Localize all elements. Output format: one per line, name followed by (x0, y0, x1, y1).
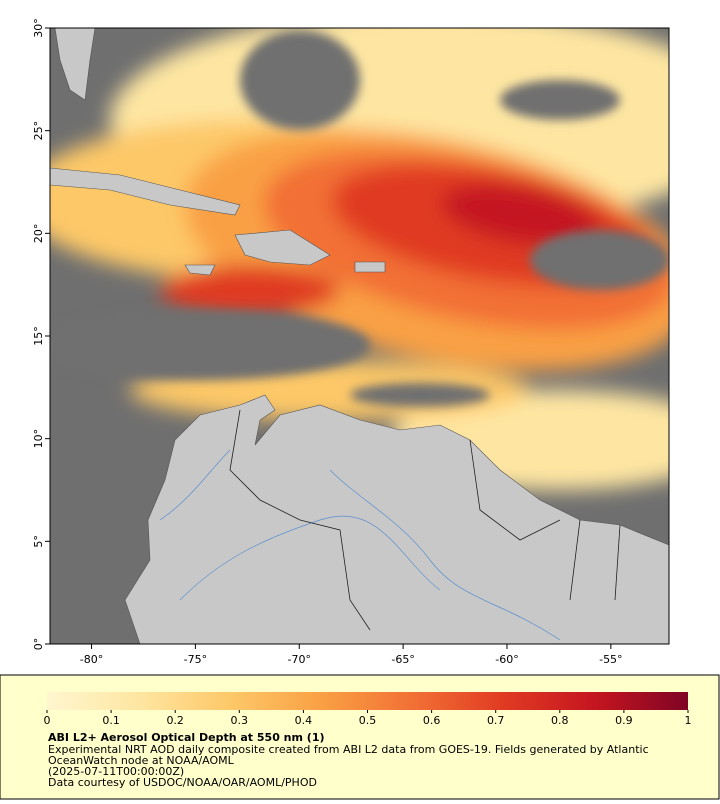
colorbar-tick-label: 0.8 (551, 714, 569, 727)
land (50, 28, 669, 644)
legend-line: (2025-07-11T00:00:00Z) (48, 765, 184, 778)
colorbar-tick-label: 0.6 (423, 714, 441, 727)
x-tick-label: -55° (599, 653, 622, 666)
legend-line: OceanWatch node at NOAA/AOML (48, 754, 235, 767)
x-tick-label: -60° (495, 653, 518, 666)
y-tick-label: 20° (32, 224, 45, 244)
y-tick-label: 5° (32, 535, 45, 548)
colorbar-tick-label: 0.9 (615, 714, 633, 727)
colorbar-tick-label: 0.4 (295, 714, 313, 727)
y-tick-label: 30° (32, 18, 45, 38)
colorbar-tick-label: 0 (44, 714, 51, 727)
cloud-gaps (50, 30, 669, 407)
colorbar-tick-label: 0.3 (231, 714, 249, 727)
x-tick-label: -65° (391, 653, 414, 666)
colorbar-ramp (47, 692, 688, 710)
legend-line: Experimental NRT AOD daily composite cre… (48, 743, 649, 756)
borders (229, 409, 621, 631)
y-tick-label: 10° (32, 429, 45, 449)
colorbar-tick-label: 0.5 (359, 714, 377, 727)
colorbar-tick-label: 0.1 (102, 714, 120, 727)
x-tick-label: -70° (288, 653, 311, 666)
y-tick-label: 15° (32, 326, 45, 346)
x-tick-label: -80° (80, 653, 103, 666)
colorbar-tick-label: 1 (685, 714, 692, 727)
colorbar-tick-label: 0.7 (487, 714, 505, 727)
colorbar: 0 0.1 0.2 0.3 0.4 0.5 0.6 0.7 0.8 0.9 1 (44, 692, 692, 727)
legend-line: Data courtesy of USDOC/NOAA/OAR/AOML/PHO… (48, 776, 317, 789)
rivers (159, 449, 561, 641)
axes: -80° -75° -70° -65° -60° -55° 0° 5° 10° 15° 20° 25°… (32, 18, 623, 666)
map-area (50, 28, 669, 644)
legend-title: ABI L2+ Aerosol Optical Depth at 550 nm … (48, 731, 325, 744)
x-tick-label: -75° (184, 653, 207, 666)
y-tick-label: 0° (32, 638, 45, 651)
y-tick-label: 25° (32, 121, 45, 141)
colorbar-tick-label: 0.2 (166, 714, 184, 727)
